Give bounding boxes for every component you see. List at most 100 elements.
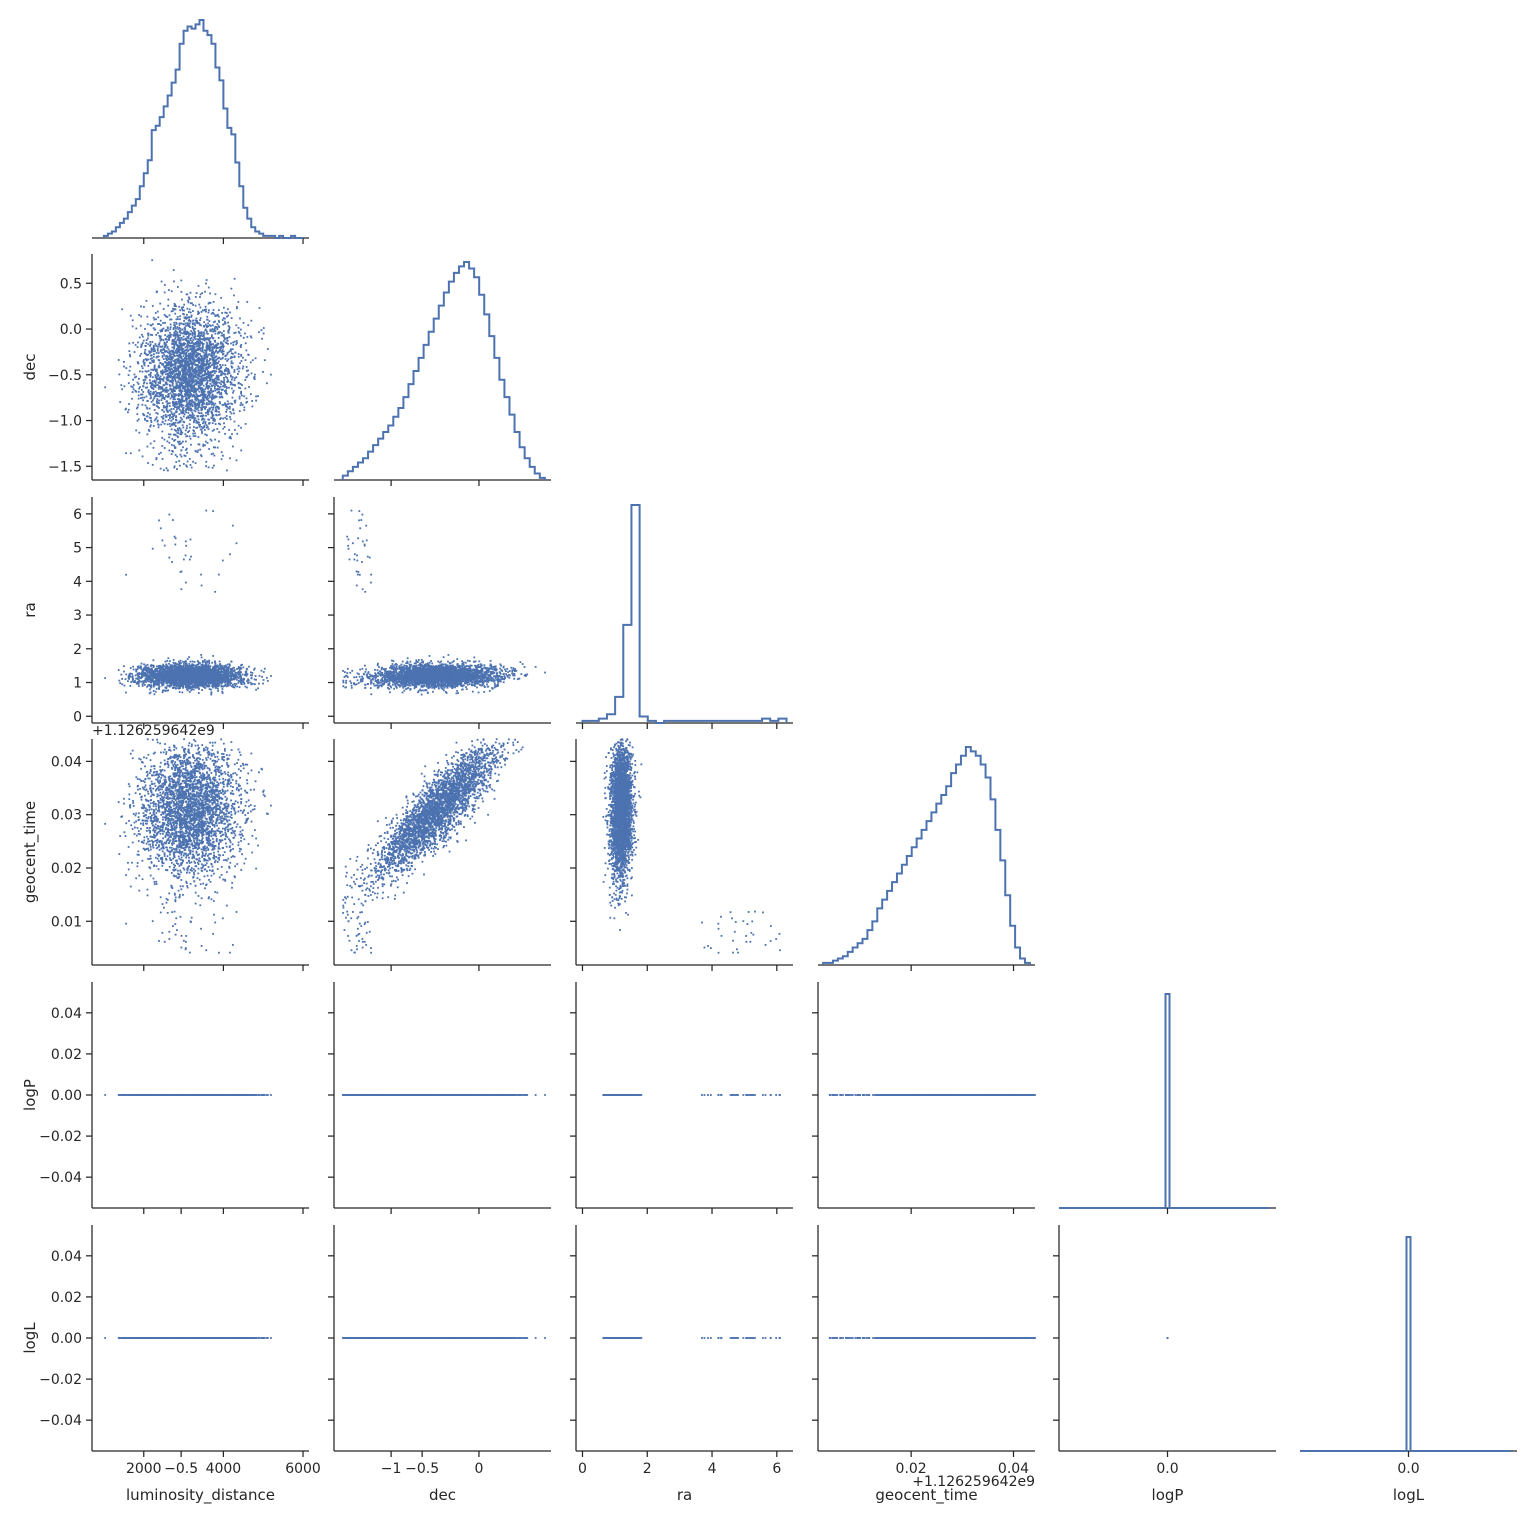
scatter-point [175,461,177,463]
scatter-point [202,347,204,349]
scatter-point [145,345,147,347]
scatter-point [142,391,144,393]
scatter-point [192,413,194,415]
scatter-point [190,444,192,446]
scatter-point [138,314,140,316]
scatter-point [236,459,238,461]
scatter-point [208,320,210,322]
scatter-point [146,342,148,344]
scatter-point [211,313,213,315]
scatter-point [174,331,176,333]
scatter-point [155,334,157,336]
scatter-point [167,415,169,417]
scatter-point [229,336,231,338]
scatter-point [187,406,189,408]
scatter-point [140,316,142,318]
scatter-point [180,322,182,324]
scatter-point [216,366,218,368]
scatter-point [147,343,149,345]
scatter-point [133,388,135,390]
scatter-point [154,409,156,411]
scatter-point [227,322,229,324]
scatter-point [190,438,192,440]
scatter-point [186,378,188,380]
scatter-point [197,451,199,453]
scatter-point [146,433,148,435]
scatter-point [173,422,175,424]
scatter-point [231,433,233,435]
scatter-point [197,449,199,451]
scatter-point [142,367,144,369]
scatter-point [225,376,227,378]
scatter-point [150,325,152,327]
scatter-point [201,355,203,357]
scatter-point [149,408,151,410]
scatter-point [142,385,144,387]
scatter-point [214,439,216,441]
scatter-point [235,324,237,326]
scatter-point [255,400,257,402]
scatter-point [223,307,225,309]
scatter-point [146,387,148,389]
scatter-point [231,379,233,381]
scatter-point [156,291,158,293]
scatter-point [227,343,229,345]
scatter-point [179,465,181,467]
scatter-point [182,446,184,448]
scatter-point [194,323,196,325]
scatter-point [214,340,216,342]
scatter-point [205,373,207,375]
scatter-point [190,410,192,412]
scatter-point [158,388,160,390]
scatter-point [173,333,175,335]
scatter-point [179,315,181,317]
scatter-point [208,448,210,450]
scatter-point [176,332,178,334]
scatter-point [207,371,209,373]
scatter-point [162,378,164,380]
scatter-point [218,388,220,390]
scatter-point [206,326,208,328]
scatter-point [154,350,156,352]
scatter-point [229,436,231,438]
scatter-point [125,408,127,410]
scatter-point [201,412,203,414]
scatter-point [147,333,149,335]
scatter-point [132,326,134,328]
scatter-point [121,388,123,390]
scatter-point [156,412,158,414]
panel-dec-vs-luminosity_distance: 0.50.0−0.5−1.0−1.5 [48,254,309,486]
scatter-point [206,330,208,332]
scatter-point [148,359,150,361]
scatter-point [159,329,161,331]
scatter-point [206,347,208,349]
scatter-point [237,373,239,375]
scatter-point [210,439,212,441]
scatter-point [132,379,134,381]
scatter-point [181,383,183,385]
scatter-point [163,308,165,310]
scatter-point [202,339,204,341]
y-tick-label: −0.5 [48,368,82,384]
scatter-point [190,416,192,418]
scatter-point [176,360,178,362]
scatter-point [246,366,248,368]
scatter-point [128,343,130,345]
scatter-point [164,351,166,353]
scatter-point [189,423,191,425]
scatter-point [237,301,239,303]
scatter-point [213,366,215,368]
scatter-point [198,385,200,387]
scatter-point [251,400,253,402]
scatter-point [149,414,151,416]
scatter-point [217,323,219,325]
scatter-point [166,440,168,442]
scatter-point [150,443,152,445]
scatter-point [224,433,226,435]
scatter-point [231,317,233,319]
scatter-point [135,430,137,432]
scatter-point [205,306,207,308]
scatter-point [227,331,229,333]
scatter-point [183,355,185,357]
scatter-point [186,448,188,450]
